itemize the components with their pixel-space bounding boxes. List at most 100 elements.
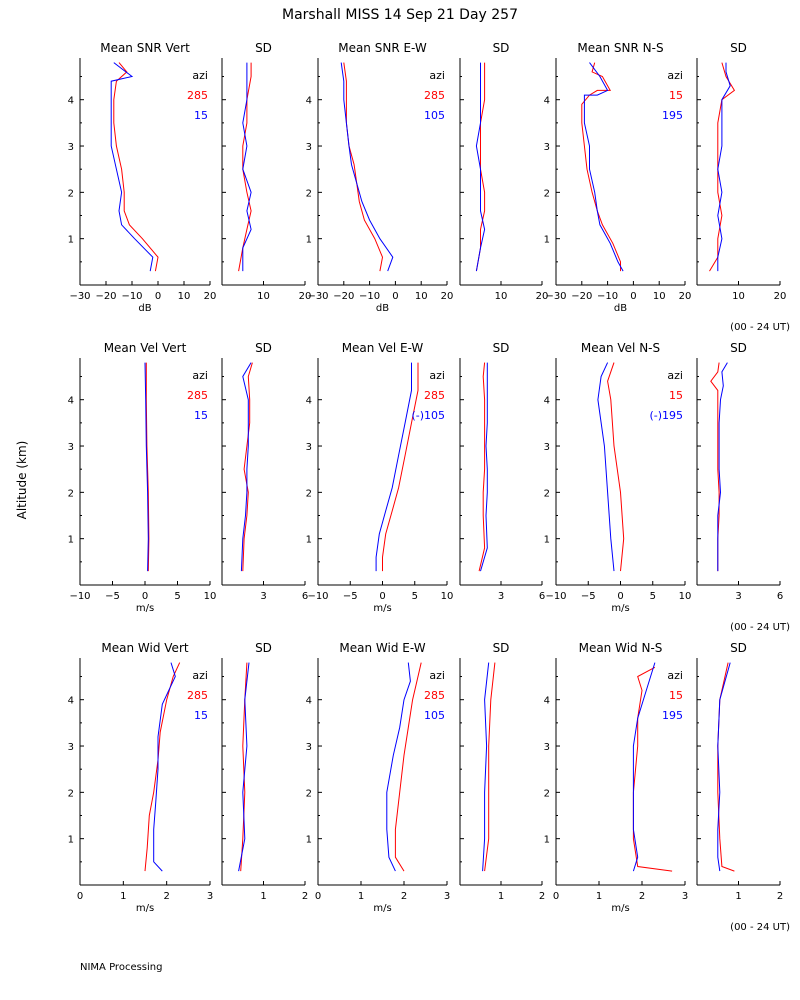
legend-heading: azi — [429, 369, 445, 382]
panel-title: Mean SNR N-S — [577, 41, 663, 55]
x-tick-label: 20 — [204, 291, 217, 302]
time-range-row-1: (00 - 24 UT) — [730, 322, 790, 333]
x-tick-label: 0 — [142, 591, 148, 602]
panel-vel-5: 1 2 3 4 −10 −5 0 5 10 Mean Vel N-S m/s azi 15 (-)195 — [544, 341, 692, 614]
legend-heading: azi — [192, 369, 208, 382]
x-tick-label: −20 — [571, 291, 592, 302]
series-line-blue — [632, 662, 656, 872]
series-line-blue — [597, 362, 615, 572]
series-line-blue — [375, 362, 412, 572]
panel-vel-2: 3 6 SD — [221, 341, 308, 602]
x-tick-label: 3 — [682, 891, 688, 902]
legend-heading: azi — [192, 669, 208, 682]
series-line-red — [484, 662, 496, 872]
y-tick-label: 1 — [68, 235, 74, 246]
y-tick-label: 4 — [68, 696, 74, 707]
y-tick-label: 2 — [306, 188, 312, 199]
panel-title: Mean SNR Vert — [100, 41, 190, 55]
panel-wid-2: 1 2 SD — [221, 641, 308, 902]
panel-title: SD — [493, 41, 510, 55]
x-tick-label: 2 — [163, 891, 169, 902]
series-line-blue — [717, 362, 728, 572]
x-tick-label: 5 — [412, 591, 418, 602]
y-tick-label: 3 — [544, 142, 550, 153]
x-tick-label: 0 — [379, 591, 385, 602]
series-line-blue — [238, 662, 250, 872]
x-tick-label: 10 — [495, 291, 508, 302]
panel-vel-1: 1 2 3 4 −10 −5 0 5 10 Mean Vel Vert m/s azi 285 15 — [68, 341, 217, 614]
panel-title: Mean Vel Vert — [104, 341, 187, 355]
y-tick-label: 2 — [544, 188, 550, 199]
panel-title: SD — [255, 341, 272, 355]
y-tick-label: 2 — [306, 488, 312, 499]
panel-snr-3: 1 2 3 4 −30 −20 −10 0 10 20 Mean SNR E-W dB azi 285 10… — [306, 41, 454, 314]
x-tick-label: 1 — [596, 891, 602, 902]
x-tick-label: 20 — [774, 291, 787, 302]
y-tick-label: 3 — [68, 742, 74, 753]
series-line-red — [717, 662, 735, 872]
legend-entry: 285 — [187, 389, 208, 402]
x-tick-label: 10 — [204, 591, 217, 602]
series-line-blue — [110, 62, 154, 272]
y-tick-label: 2 — [68, 788, 74, 799]
x-tick-label: 0 — [392, 291, 398, 302]
y-tick-label: 4 — [544, 396, 550, 407]
series-line-blue — [583, 62, 624, 272]
x-tick-label: 2 — [777, 891, 783, 902]
x-tick-label: 10 — [257, 291, 270, 302]
x-axis-label: m/s — [373, 603, 391, 614]
x-tick-label: 1 — [260, 891, 266, 902]
panel-title: Mean SNR E-W — [338, 41, 427, 55]
panel-title: SD — [255, 41, 272, 55]
x-tick-label: −30 — [69, 291, 90, 302]
series-line-blue — [480, 362, 488, 572]
x-tick-label: 2 — [401, 891, 407, 902]
series-line-red — [709, 62, 736, 272]
y-tick-label: 1 — [544, 535, 550, 546]
legend-heading: azi — [667, 69, 683, 82]
series-line-blue — [386, 662, 411, 872]
series-line-red — [238, 62, 252, 272]
x-tick-label: 10 — [653, 291, 666, 302]
series-line-red — [581, 62, 621, 272]
legend-entry: (-)195 — [649, 409, 683, 422]
x-tick-label: 1 — [735, 891, 741, 902]
legend-heading: azi — [192, 69, 208, 82]
panel-title: SD — [730, 341, 747, 355]
legend-heading: azi — [667, 669, 683, 682]
figure-title: Marshall MISS 14 Sep 21 Day 257 — [282, 7, 518, 23]
x-tick-label: −10 — [545, 591, 566, 602]
y-tick-label: 4 — [68, 96, 74, 107]
panel-wid-3: 1 2 3 4 0 1 2 3 Mean Wid E-W m/s azi 285 105 — [306, 641, 451, 914]
panel-wid-5: 1 2 3 4 0 1 2 3 Mean Wid N-S m/s azi 15 195 — [544, 641, 689, 914]
series-line-blue — [475, 62, 486, 272]
x-tick-label: 10 — [732, 291, 745, 302]
panel-wid-6: 1 2 SD — [696, 641, 783, 902]
legend-entry: 105 — [424, 709, 445, 722]
x-tick-label: 10 — [415, 291, 428, 302]
legend-entry: 15 — [194, 709, 208, 722]
x-tick-label: 6 — [777, 591, 783, 602]
y-tick-label: 2 — [68, 188, 74, 199]
x-tick-label: 5 — [174, 591, 180, 602]
legend-entry: 285 — [187, 689, 208, 702]
x-tick-label: −30 — [307, 291, 328, 302]
x-tick-label: 6 — [539, 591, 545, 602]
y-tick-label: 4 — [306, 96, 312, 107]
y-tick-label: 3 — [544, 442, 550, 453]
panel-snr-1: 1 2 3 4 −30 −20 −10 0 10 20 Mean SNR Vert dB azi 285 1… — [68, 41, 217, 314]
series-line-blue — [153, 662, 176, 872]
legend-entry: 195 — [662, 709, 683, 722]
x-tick-label: 3 — [260, 591, 266, 602]
legend-entry: 15 — [669, 689, 683, 702]
x-tick-label: 1 — [498, 891, 504, 902]
panel-snr-2: 10 20 SD — [221, 41, 311, 302]
legend-heading: azi — [429, 669, 445, 682]
panel-snr-5: 1 2 3 4 −30 −20 −10 0 10 20 Mean SNR N-S dB azi 15 195 — [544, 41, 692, 314]
y-tick-label: 3 — [68, 142, 74, 153]
series-line-red — [240, 662, 248, 872]
y-tick-label: 1 — [306, 835, 312, 846]
x-axis-label: m/s — [136, 903, 154, 914]
series-line-blue — [340, 62, 394, 272]
x-tick-label: 0 — [315, 891, 321, 902]
